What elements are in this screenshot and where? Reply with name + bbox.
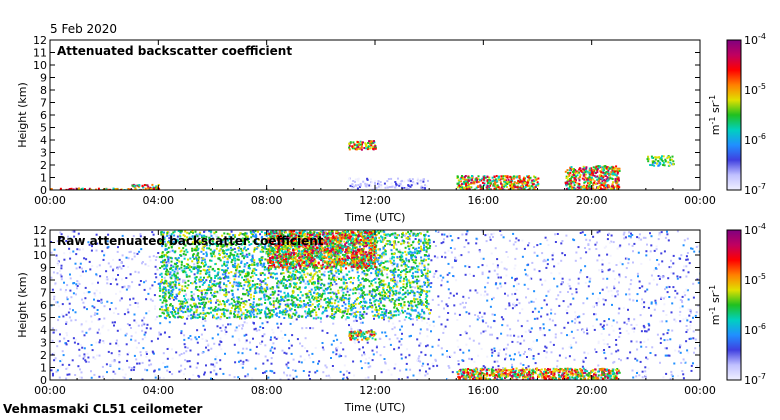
attenuated-backscatter-heatmap: [50, 140, 675, 190]
y-tick-label: 11: [33, 47, 47, 60]
x-axis-label: Time (UTC): [344, 211, 406, 224]
backscatter-region: [564, 165, 621, 190]
colorbar-tick-label: 10-7: [744, 182, 766, 197]
y-tick-label: 10: [33, 59, 47, 72]
colorbar-tick-label: 10-6: [744, 322, 766, 337]
backscatter-region: [348, 140, 377, 151]
y-tick-label: 6: [40, 109, 47, 122]
y-axis-label: Height (km): [16, 272, 29, 338]
backscatter-region: [348, 330, 377, 341]
y-tick-label: 8: [40, 84, 47, 97]
instrument-label: Vehmasmaki CL51 ceilometer: [3, 402, 203, 416]
y-tick-label: 0: [40, 184, 47, 197]
colorbar-tick-label: 10-7: [744, 372, 766, 387]
y-tick-label: 12: [33, 34, 47, 47]
colorbar-scale: [726, 229, 742, 381]
y-tick-label: 3: [40, 147, 47, 160]
x-tick-label: 00:00: [684, 194, 716, 207]
backscatter-region: [131, 183, 161, 190]
raw-attenuated-backscatter-heatmap: [50, 230, 700, 380]
colorbar-tick-label: 10-5: [744, 272, 766, 287]
y-tick-label: 11: [33, 237, 47, 250]
panel-title: Raw attenuated backscatter coefficient: [57, 234, 324, 248]
x-tick-label: 16:00: [467, 194, 499, 207]
y-tick-label: 1: [40, 172, 47, 185]
panel-title: Attenuated backscatter coefficient: [57, 44, 292, 58]
backscatter-region: [456, 367, 621, 380]
x-axis-label: Time (UTC): [344, 401, 406, 414]
y-tick-label: 2: [40, 159, 47, 172]
x-tick-label: 08:00: [251, 194, 283, 207]
y-tick-label: 7: [40, 287, 47, 300]
y-tick-label: 1: [40, 362, 47, 375]
y-tick-label: 9: [40, 72, 47, 85]
y-axis-label: Height (km): [16, 82, 29, 148]
colorbar-tick-label: 10-5: [744, 82, 766, 97]
colorbar-tick-label: 10-6: [744, 132, 766, 147]
x-tick-label: 00:00: [34, 194, 66, 207]
y-tick-label: 9: [40, 262, 47, 275]
colorbar-unit-label: m-1 sr-1: [708, 285, 722, 325]
date-label: 5 Feb 2020: [50, 22, 117, 36]
y-tick-label: 10: [33, 249, 47, 262]
x-tick-label: 20:00: [576, 384, 608, 397]
colorbar-unit-label: m-1 sr-1: [708, 95, 722, 135]
backscatter-region: [646, 155, 675, 167]
backscatter-region: [266, 230, 377, 270]
x-tick-label: 04:00: [142, 194, 174, 207]
x-tick-label: 12:00: [359, 384, 391, 397]
colorbar-scale: [726, 39, 742, 191]
x-tick-label: 16:00: [467, 384, 499, 397]
colorbar-tick-label: 10-4: [744, 32, 766, 47]
x-tick-label: 08:00: [251, 384, 283, 397]
x-tick-label: 04:00: [142, 384, 174, 397]
x-tick-label: 00:00: [34, 384, 66, 397]
y-tick-label: 12: [33, 224, 47, 237]
colorbar-tick-label: 10-4: [744, 222, 766, 237]
backscatter-region: [456, 175, 540, 190]
y-tick-label: 5: [40, 122, 47, 135]
x-tick-label: 00:00: [684, 384, 716, 397]
x-tick-label: 12:00: [359, 194, 391, 207]
backscatter-region: [348, 177, 429, 190]
y-tick-label: 3: [40, 337, 47, 350]
colorbar: 10-7 10-6 10-5 10-4 m-1 sr-1: [708, 32, 766, 197]
y-tick-label: 4: [40, 134, 47, 147]
y-tick-label: 5: [40, 312, 47, 325]
x-tick-label: 20:00: [576, 194, 608, 207]
y-tick-label: 8: [40, 274, 47, 287]
y-tick-label: 2: [40, 349, 47, 362]
y-tick-label: 7: [40, 97, 47, 110]
y-tick-label: 4: [40, 324, 47, 337]
y-tick-label: 6: [40, 299, 47, 312]
y-tick-label: 0: [40, 374, 47, 387]
colorbar: 10-7 10-6 10-5 10-4 m-1 sr-1: [708, 222, 766, 387]
